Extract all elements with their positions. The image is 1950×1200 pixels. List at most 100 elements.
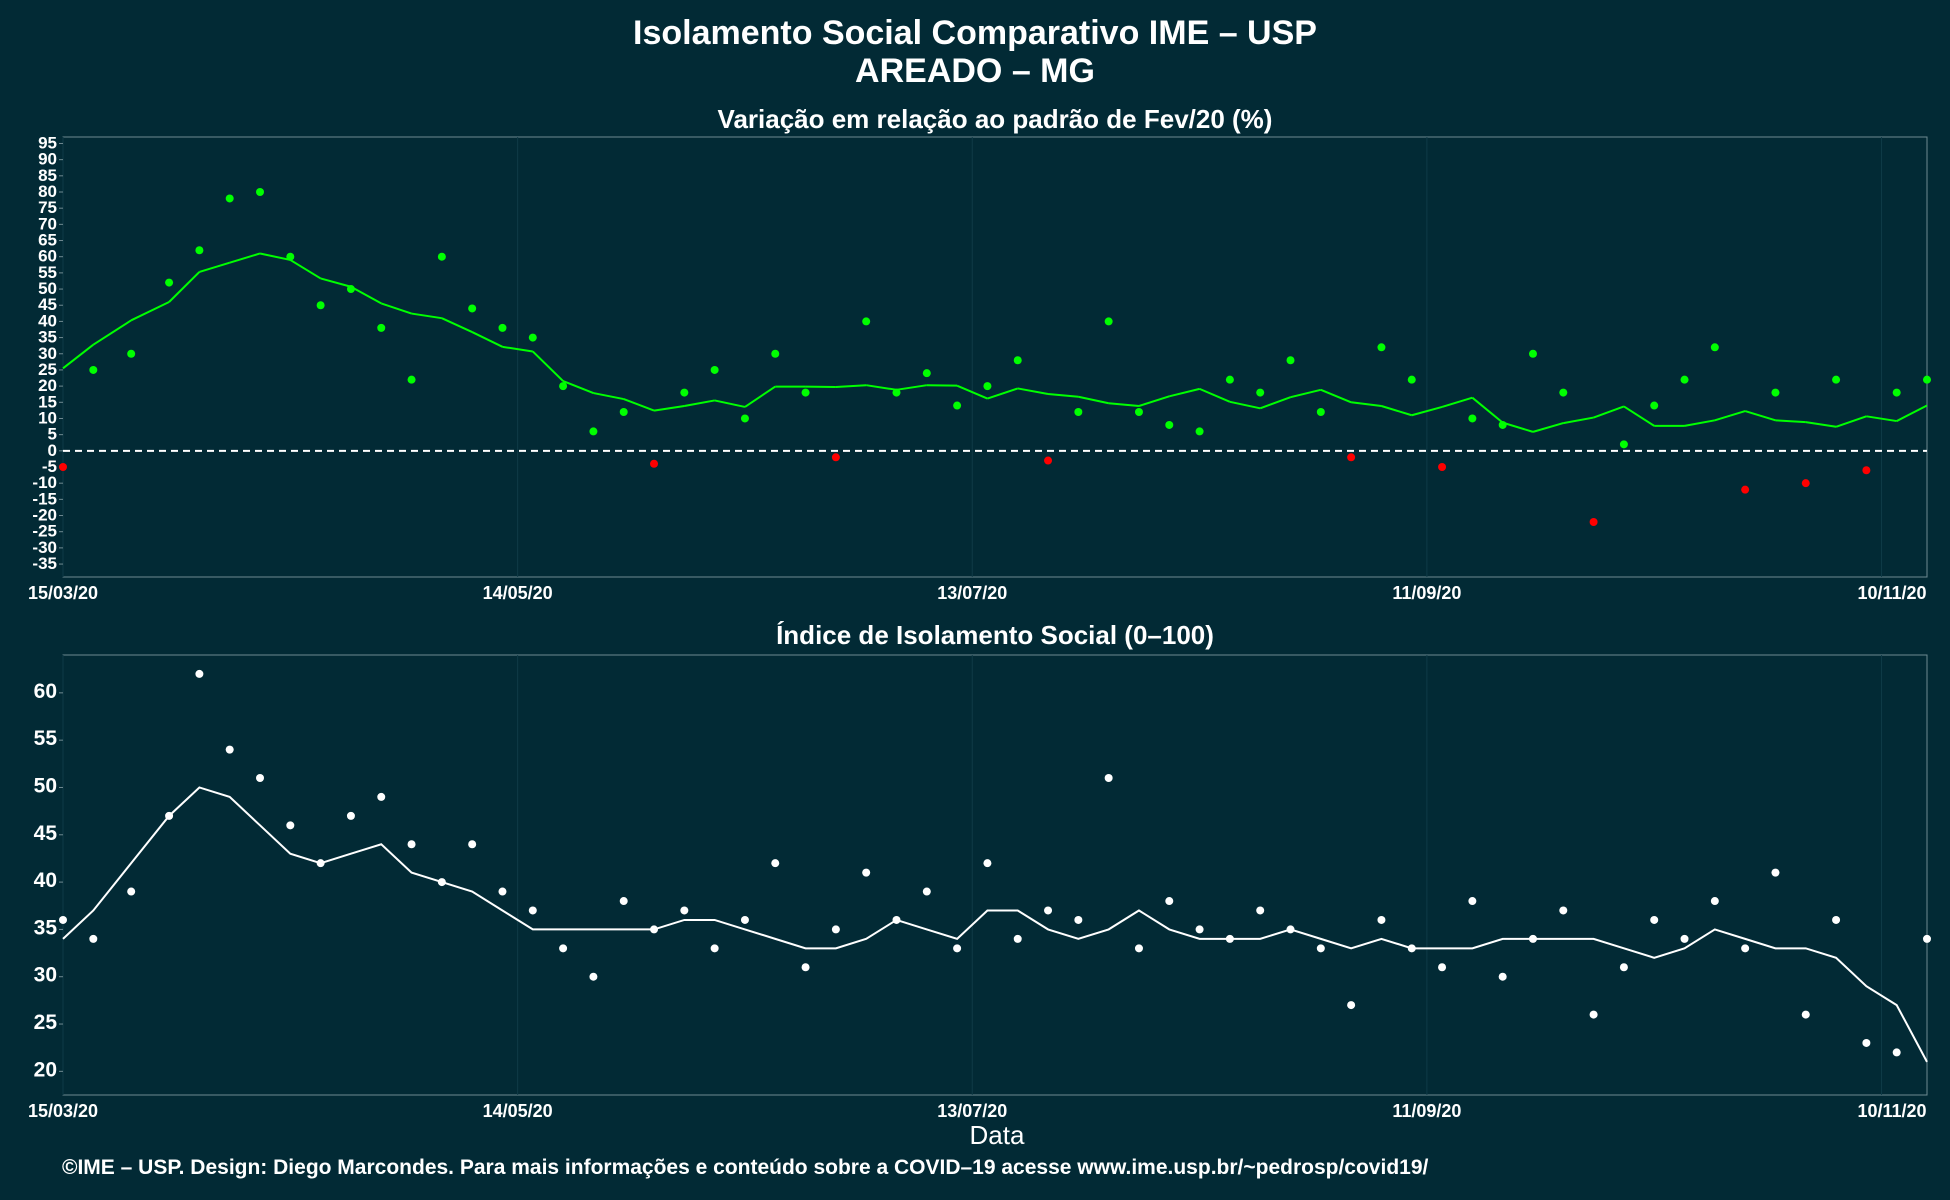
trend-line-segment [1684,419,1716,427]
data-point [498,887,507,896]
data-point [1589,1010,1598,1019]
data-point [801,963,810,972]
data-point [1528,349,1537,358]
data-point [1862,1038,1871,1047]
y-tick-label: -20 [32,506,57,525]
data-point [680,388,689,397]
data-point [195,669,204,678]
data-point [710,365,719,374]
data-point [1044,456,1053,465]
trend-line-segment [441,317,473,333]
trend-line-segment [1320,388,1352,404]
panel-title: Índice de Isolamento Social (0–100) [776,620,1214,650]
data-point [740,414,749,423]
data-point [1801,479,1810,488]
data-point [256,774,265,783]
y-tick-label: 60 [34,680,57,703]
trend-line-segment [653,405,685,412]
data-point [377,323,386,332]
y-tick-label: 20 [34,1058,57,1081]
data-point [1013,356,1022,365]
data-point [953,401,962,410]
trend-line-segment [411,312,443,320]
y-tick-label: 60 [38,247,57,266]
data-point [286,821,295,830]
x-tick-label: 14/05/20 [483,1101,553,1121]
y-tick-label: 40 [34,869,57,892]
x-tick-label: 14/05/20 [483,583,553,603]
trend-line-segment [1017,387,1049,395]
trend-line-segment [1169,387,1200,398]
data-point [1650,401,1659,410]
trend-line-segment [714,399,746,408]
data-point [619,897,628,906]
trend-line-segment [1441,396,1473,408]
y-tick-label: -35 [32,554,57,573]
trend-line-segment [1199,387,1231,403]
y-tick-label: 55 [38,263,57,282]
data-point [892,388,901,397]
data-point [1589,518,1598,526]
trend-line-segment [1835,415,1867,428]
data-point [1498,972,1507,981]
trend-line-segment [1108,402,1140,407]
x-tick-label: 10/11/20 [1857,1101,1926,1121]
chart-subtitle: AREADO – MG [855,52,1095,90]
y-tick-label: 5 [48,425,57,444]
data-point [316,301,325,310]
data-point [59,915,67,924]
data-point [89,365,98,374]
trend-line-segment [471,331,503,348]
x-axis-label: Data [969,1120,1025,1150]
data-point [1619,963,1628,972]
y-tick-label: 35 [38,328,57,347]
x-tick-label: 15/03/20 [28,583,98,603]
y-tick-label: 20 [38,376,57,395]
panel-title: Variação em relação ao padrão de Fev/20 … [718,104,1273,134]
data-point [771,859,780,868]
trend-line-segment [1290,388,1322,399]
trend-line-segment [623,398,655,412]
trend-line-segment [1532,422,1564,433]
trend-line-segment [62,343,94,370]
y-tick-label: 35 [34,916,58,939]
trend-line-segment [1047,392,1079,398]
y-tick-label: -15 [32,489,57,508]
data-point [1892,1048,1901,1057]
y-tick-label: -30 [32,538,57,557]
trend-line-segment [684,399,715,407]
trend-line-segment [956,384,988,400]
data-point [1316,944,1325,953]
data-point [195,246,204,255]
y-tick-label: 25 [38,360,57,379]
y-tick-label: 55 [34,727,58,750]
data-point [1256,906,1265,915]
trend-line-segment [1381,405,1413,417]
data-point [1680,375,1689,384]
data-point [528,906,537,915]
y-tick-label: -25 [32,522,57,541]
y-tick-label: 50 [34,774,57,797]
data-point [468,304,477,313]
x-tick-label: 13/07/20 [937,583,1007,603]
trend-line-segment [1896,404,1928,422]
data-point [1832,915,1841,924]
trend-line-segment [1805,421,1837,428]
trend-line-segment [1411,405,1443,417]
data-point [346,811,355,820]
data-point [407,840,416,849]
trend-line-segment [1593,405,1625,419]
data-point [589,427,598,436]
data-point [1559,906,1568,915]
chart-title: Isolamento Social Comparativo IME – USP [633,14,1317,52]
panel-frame [62,136,1928,578]
y-tick-label: 40 [38,311,57,330]
data-point [922,369,931,378]
data-point [1134,944,1143,953]
trend-line-segment [502,345,533,353]
data-point [407,375,416,384]
data-point [127,887,136,896]
data-point [1468,897,1477,906]
trend-line-segment [1866,415,1897,423]
